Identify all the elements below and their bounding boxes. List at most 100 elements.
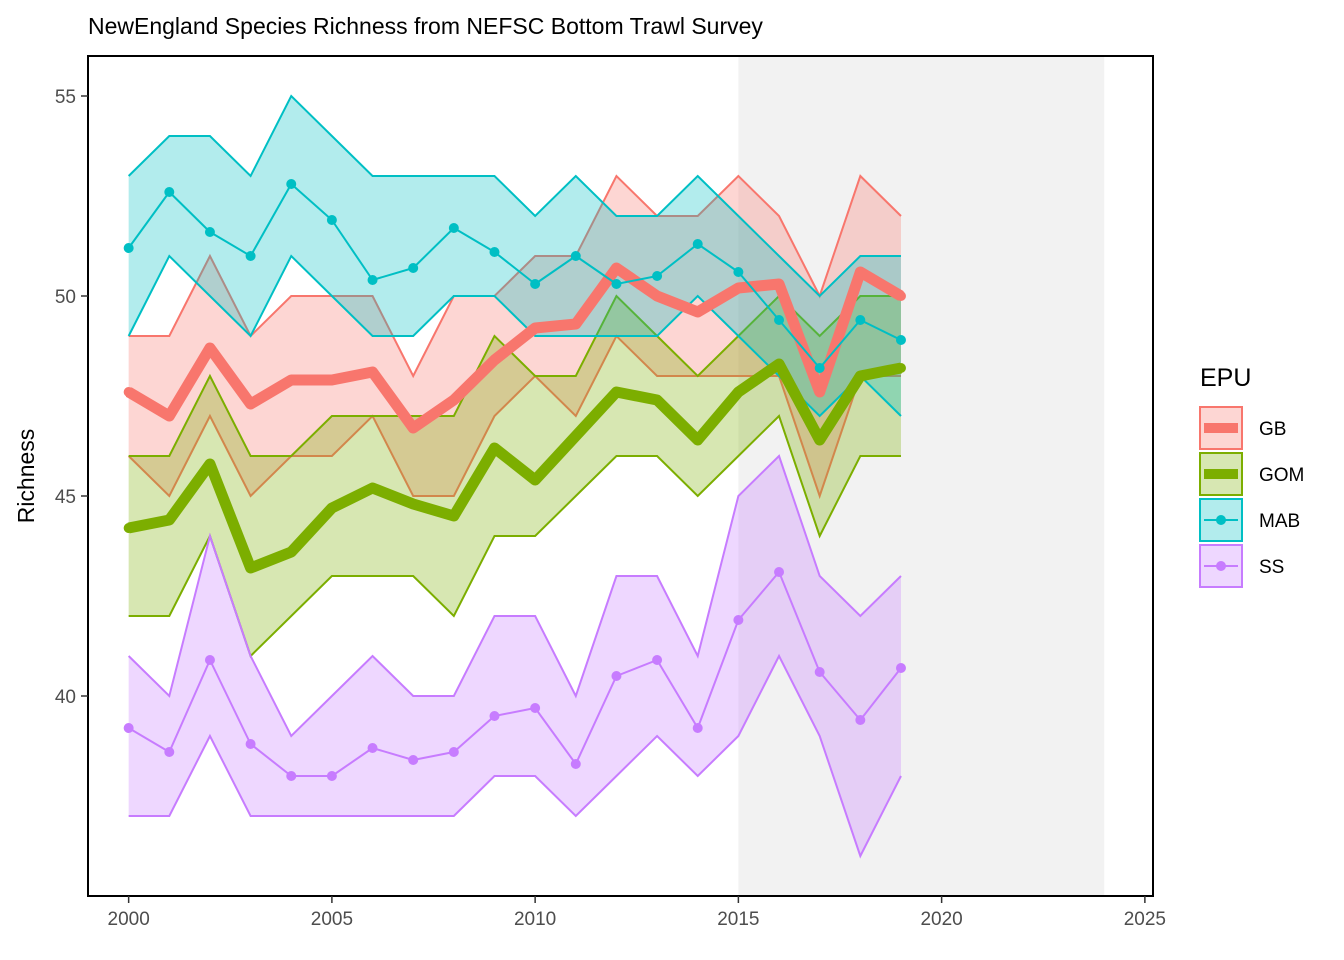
data-point-mab — [611, 279, 622, 289]
data-point-mab — [164, 187, 175, 197]
data-point-gb — [814, 387, 825, 397]
x-tick-label: 2025 — [1124, 909, 1166, 930]
data-point-mab — [570, 251, 581, 261]
data-point-gom — [692, 435, 703, 445]
x-tick-label: 2000 — [108, 909, 150, 930]
data-point-gom — [530, 475, 541, 485]
data-point-mab — [367, 275, 378, 285]
data-point-ss — [367, 743, 378, 753]
data-point-gb — [123, 387, 134, 397]
ribbon-mab — [128, 96, 901, 416]
data-point-gom — [245, 563, 256, 573]
data-point-gom — [286, 547, 297, 557]
data-point-mab — [489, 247, 500, 257]
ribbon-upper-gb — [128, 174, 902, 379]
data-point-gb — [164, 411, 175, 421]
data-point-gb — [326, 375, 337, 385]
ribbon-upper-gom — [128, 294, 901, 457]
data-point-gb — [774, 279, 785, 289]
y-tick-label: 45 — [55, 487, 76, 508]
ribbon-lower-ss — [128, 653, 902, 859]
legend: EPU GB GOM MAB SS — [1199, 364, 1304, 588]
data-point-gom — [814, 435, 825, 445]
data-point-ss — [123, 723, 134, 733]
axes: 2000 2005 2010 2015 2020 2025 40 45 50 55 — [55, 55, 1166, 930]
data-point-ss — [204, 655, 215, 665]
data-point-mab — [204, 227, 215, 237]
x-tick-label: 2015 — [717, 909, 759, 930]
data-point-gb — [652, 291, 663, 301]
data-point-gb — [692, 307, 703, 317]
data-point-ss — [164, 747, 175, 757]
data-point-ss — [814, 667, 825, 677]
x-tick-label: 2005 — [311, 909, 353, 930]
ribbon-gb — [128, 176, 901, 496]
data-point-gom — [123, 523, 134, 533]
ribbon-lower-gom — [128, 414, 901, 658]
data-point-ss — [774, 567, 785, 577]
data-point-ss — [611, 671, 622, 681]
data-point-mab — [895, 335, 906, 345]
data-point-mab — [814, 363, 825, 373]
data-point-gom — [489, 443, 500, 453]
data-point-gb — [611, 263, 622, 273]
legend-key-point — [1216, 561, 1226, 571]
data-point-gb — [895, 291, 906, 301]
data-point-mab — [774, 315, 785, 325]
data-point-gom — [611, 387, 622, 397]
data-point-ss — [652, 655, 663, 665]
data-point-ss — [489, 711, 500, 721]
y-tick-label: 55 — [55, 87, 76, 108]
legend-key-point — [1216, 423, 1226, 433]
legend-label-gb: GB — [1259, 419, 1286, 440]
data-point-mab — [286, 179, 297, 189]
data-point-gom — [855, 371, 866, 381]
data-point-ss — [245, 739, 256, 749]
data-point-mab — [123, 243, 134, 253]
data-point-gb — [570, 319, 581, 329]
ribbon-upper-ss — [127, 454, 902, 738]
data-point-ss — [530, 703, 541, 713]
data-point-ss — [733, 615, 744, 625]
data-point-mab — [326, 215, 337, 225]
data-point-gom — [448, 511, 459, 521]
data-point-ss — [286, 771, 297, 781]
data-point-mab — [692, 239, 703, 249]
data-point-mab — [448, 223, 459, 233]
y-tick-label: 40 — [55, 687, 76, 708]
x-tick-label: 2020 — [920, 909, 962, 930]
legend-title: EPU — [1200, 364, 1251, 392]
legend-item-gb: GB — [1199, 406, 1286, 450]
legend-key-point — [1216, 469, 1226, 479]
chart-title: NewEngland Species Richness from NEFSC B… — [88, 13, 763, 39]
data-point-gb — [489, 355, 500, 365]
data-point-ss — [448, 747, 459, 757]
legend-key-point — [1216, 515, 1226, 525]
legend-label-mab: MAB — [1259, 511, 1300, 532]
legend-label-gom: GOM — [1259, 465, 1304, 486]
legend-item-gom: GOM — [1199, 452, 1304, 496]
series-line-ss — [128, 571, 902, 777]
shaded-region — [738, 56, 1105, 896]
data-point-gb — [286, 375, 297, 385]
y-axis-title: Richness — [13, 429, 39, 524]
legend-item-mab: MAB — [1199, 498, 1300, 542]
data-point-gom — [164, 515, 175, 525]
series-line-gb — [125, 262, 904, 434]
data-point-gb — [245, 399, 256, 409]
data-point-mab — [408, 263, 419, 273]
data-point-gb — [855, 267, 866, 277]
data-point-mab — [733, 267, 744, 277]
ribbon-ss — [128, 456, 901, 856]
data-point-mab — [855, 315, 866, 325]
data-point-ss — [326, 771, 337, 781]
data-point-mab — [245, 251, 256, 261]
data-point-gom — [326, 503, 337, 513]
data-point-gom — [774, 359, 785, 369]
data-point-ss — [895, 663, 906, 673]
data-point-gom — [570, 431, 581, 441]
confidence-ribbons — [127, 94, 902, 859]
ribbon-lower-gb — [127, 334, 901, 500]
legend-label-ss: SS — [1259, 557, 1284, 578]
